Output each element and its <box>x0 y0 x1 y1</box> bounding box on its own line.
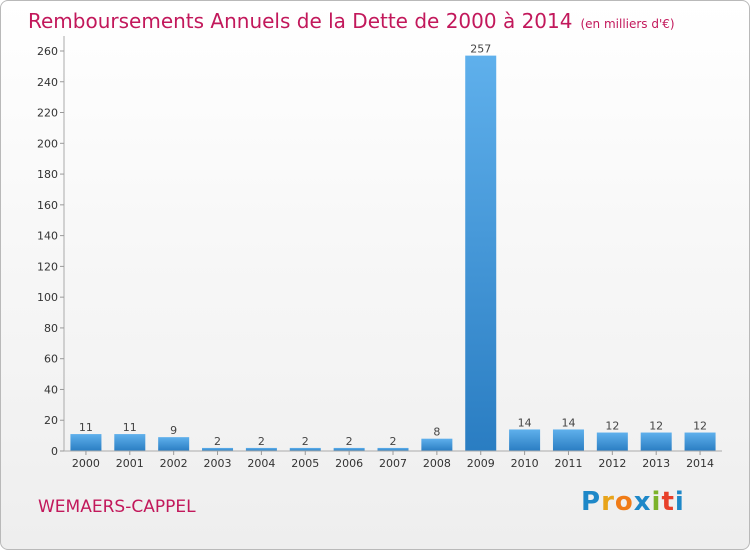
logo-letter: t <box>661 487 675 517</box>
bar <box>114 434 146 451</box>
x-tick-label: 2014 <box>686 457 714 470</box>
y-tick-label: 240 <box>37 76 58 89</box>
y-tick-label: 20 <box>44 414 58 427</box>
data-label: 11 <box>79 421 93 434</box>
y-tick-label: 260 <box>37 45 58 58</box>
data-label: 9 <box>170 424 177 437</box>
bar <box>465 55 497 451</box>
bar <box>377 447 409 451</box>
commune-name: WEMAERS-CAPPEL <box>38 497 196 517</box>
x-tick-label: 2010 <box>511 457 539 470</box>
unit-label: (en milliers d'€) <box>580 17 675 31</box>
bar <box>158 437 190 451</box>
y-tick-label: 140 <box>37 230 58 243</box>
x-tick-label: 2007 <box>379 457 407 470</box>
y-tick-label: 220 <box>37 107 58 120</box>
data-label: 2 <box>390 435 397 448</box>
data-label: 2 <box>214 435 221 448</box>
y-tick-label: 100 <box>37 291 58 304</box>
bar <box>245 447 277 451</box>
logo-letter: i <box>651 487 662 517</box>
x-tick-label: 2011 <box>554 457 582 470</box>
logo-letter: P <box>581 487 602 517</box>
bar <box>684 432 716 451</box>
y-tick-label: 0 <box>51 445 58 458</box>
bar <box>640 432 672 451</box>
bar <box>509 429 541 451</box>
data-label: 14 <box>518 416 532 429</box>
y-tick-label: 200 <box>37 137 58 150</box>
bar <box>596 432 628 451</box>
bar <box>552 429 584 451</box>
y-tick-label: 120 <box>37 260 58 273</box>
x-tick-label: 2004 <box>247 457 275 470</box>
x-tick-label: 2002 <box>160 457 188 470</box>
data-label: 12 <box>693 420 707 433</box>
logo-letter: i <box>674 487 685 517</box>
y-tick-label: 60 <box>44 353 58 366</box>
x-tick-label: 2012 <box>598 457 626 470</box>
y-tick-label: 180 <box>37 168 58 181</box>
x-tick-label: 2013 <box>642 457 670 470</box>
bar <box>289 447 321 451</box>
x-tick-label: 2001 <box>116 457 144 470</box>
data-label: 12 <box>649 420 663 433</box>
title-text: Remboursements Annuels de la Dette de 20… <box>28 9 573 33</box>
x-tick-label: 2006 <box>335 457 363 470</box>
chart-title: Remboursements Annuels de la Dette de 20… <box>28 9 675 33</box>
x-tick-label: 2009 <box>467 457 495 470</box>
bar <box>421 438 453 451</box>
proxiti-logo: Proxiti <box>581 487 685 517</box>
x-tick-label: 2003 <box>204 457 232 470</box>
logo-letter: r <box>601 487 615 517</box>
y-tick-label: 80 <box>44 322 58 335</box>
data-label: 12 <box>605 420 619 433</box>
data-label: 2 <box>346 435 353 448</box>
data-label: 11 <box>123 421 137 434</box>
data-label: 2 <box>258 435 265 448</box>
data-label: 8 <box>433 426 440 439</box>
y-tick-label: 40 <box>44 383 58 396</box>
bar <box>70 434 102 451</box>
logo-letter: o <box>614 487 634 517</box>
bar <box>333 447 365 451</box>
y-tick-label: 160 <box>37 199 58 212</box>
x-tick-label: 2000 <box>72 457 100 470</box>
data-label: 14 <box>561 416 575 429</box>
data-label: 2 <box>302 435 309 448</box>
bar <box>202 447 234 451</box>
x-tick-label: 2005 <box>291 457 319 470</box>
data-label: 257 <box>470 43 491 56</box>
logo-letter: x <box>633 487 652 517</box>
x-tick-label: 2008 <box>423 457 451 470</box>
